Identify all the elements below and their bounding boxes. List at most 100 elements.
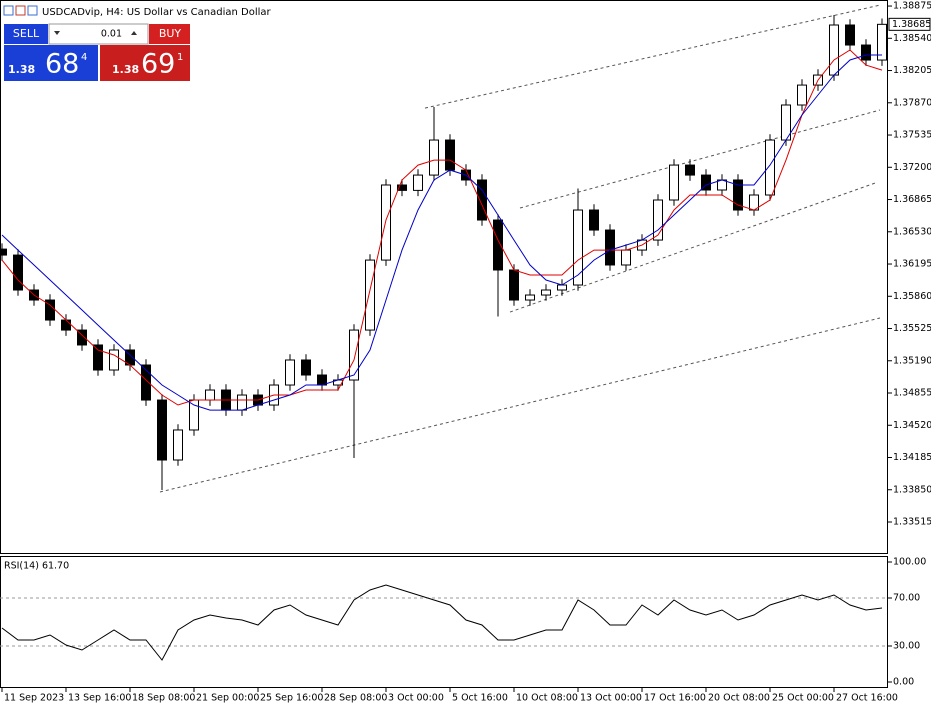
sell-label[interactable]: SELL (13, 27, 40, 40)
candle-body (301, 359, 311, 376)
candle-body (765, 139, 775, 196)
lot-value[interactable]: 0.01 (101, 29, 122, 40)
x-tick-label: 17 Oct 16:00 (644, 693, 706, 704)
y-tick-label: 0.00 (893, 677, 914, 688)
y-tick-label: 1.37200 (893, 162, 931, 173)
candle-body (653, 199, 663, 241)
y-tick-label: 1.36865 (893, 194, 931, 205)
icon[interactable] (15, 5, 26, 16)
buy-price-box[interactable] (100, 45, 190, 81)
x-tick-label: 11 Sep 2023 (4, 693, 64, 704)
main-pane (0, 0, 888, 554)
candle-body (413, 174, 423, 191)
buy-price-prefix: 1.38 (112, 63, 139, 76)
y-tick-label: 1.33850 (893, 484, 931, 495)
sell-price-prefix: 1.38 (8, 63, 35, 76)
current-price-label: 1.38685 (892, 19, 931, 30)
candle-body (589, 209, 599, 231)
x-tick-label: 3 Oct 00:00 (388, 693, 444, 704)
candle-body (61, 319, 71, 331)
y-tick-label: 1.35525 (893, 323, 931, 334)
x-tick-label: 18 Sep 08:00 (132, 693, 195, 704)
candle-body (205, 389, 215, 401)
x-tick-label: 13 Sep 16:00 (68, 693, 131, 704)
rsi-line (1, 584, 883, 661)
candle-body (701, 174, 711, 191)
candle-body (493, 219, 503, 271)
y-tick-label: 1.34855 (893, 388, 931, 399)
buy-price-small: 1 (177, 52, 183, 63)
y-tick-label: 1.33515 (893, 517, 931, 528)
y-tick-label: 30.00 (893, 641, 920, 652)
candle-body (541, 289, 551, 296)
candle-body (141, 364, 151, 401)
candle-body (173, 429, 183, 461)
y-tick-label: 1.38540 (893, 33, 931, 44)
moving-average (1, 49, 883, 406)
y-tick-label: 1.36195 (893, 259, 931, 270)
lot-up[interactable] (131, 31, 137, 35)
lot-down[interactable] (54, 31, 60, 35)
y-tick-label: 1.34520 (893, 420, 931, 431)
candle-body (733, 179, 743, 211)
y-tick-label: 1.34185 (893, 452, 931, 463)
candle-body (381, 184, 391, 261)
icon[interactable] (27, 5, 38, 16)
candle-body (237, 394, 247, 411)
candle-body (349, 329, 359, 381)
candle-body (429, 139, 439, 176)
x-tick-label: 27 Oct 16:00 (836, 693, 898, 704)
candle-body (685, 164, 695, 176)
candle-body (573, 209, 583, 286)
buy-price-big: 69 (141, 49, 175, 80)
candle-body (557, 284, 567, 291)
x-tick-label: 10 Oct 08:00 (516, 693, 578, 704)
candle-body (845, 24, 855, 46)
candle-body (525, 294, 535, 301)
candle-body (509, 269, 519, 301)
candle-body (77, 329, 87, 346)
candle-body (861, 44, 871, 61)
current-price-box (888, 17, 931, 31)
y-tick-label: 1.35190 (893, 355, 931, 366)
candle-body (93, 344, 103, 371)
y-tick-label: 1.38205 (893, 65, 931, 76)
sell-price-box[interactable] (4, 45, 98, 81)
candle-body (445, 139, 455, 171)
y-tick-label: 1.37870 (893, 97, 931, 108)
buy-button[interactable] (149, 24, 190, 44)
y-tick-label: 70.00 (893, 593, 920, 604)
lot-box[interactable] (48, 23, 149, 45)
trendline (519, 109, 881, 209)
buy-label[interactable]: BUY (159, 27, 182, 40)
icon[interactable] (3, 5, 14, 16)
candle-body (877, 23, 887, 61)
y-tick-label: 100.00 (893, 557, 926, 568)
candle-body (397, 184, 407, 191)
x-tick-label: 25 Oct 00:00 (772, 693, 834, 704)
x-tick-label: 20 Oct 08:00 (708, 693, 770, 704)
y-tick-label: 1.37535 (893, 130, 931, 141)
y-tick-label: 1.35860 (893, 291, 931, 302)
candle-body (285, 359, 295, 386)
candle-body (109, 349, 119, 371)
sell-button[interactable] (4, 24, 48, 44)
candle-body (797, 84, 807, 106)
x-tick-label: 5 Oct 16:00 (452, 693, 508, 704)
candle-body (669, 164, 679, 201)
sell-price-small: 4 (81, 52, 87, 63)
y-tick-label: 1.36530 (893, 226, 931, 237)
candle-body (829, 24, 839, 76)
candle-body (365, 259, 375, 331)
candle-body (477, 179, 487, 221)
sell-price-big: 68 (45, 49, 79, 80)
x-tick-label: 28 Sep 08:00 (324, 693, 387, 704)
rsi-title: RSI(14) 61.70 (4, 561, 69, 572)
candle-body (45, 299, 55, 321)
rsi-pane (0, 556, 888, 688)
x-tick-label: 13 Oct 00:00 (580, 693, 642, 704)
moving-average (1, 54, 882, 411)
